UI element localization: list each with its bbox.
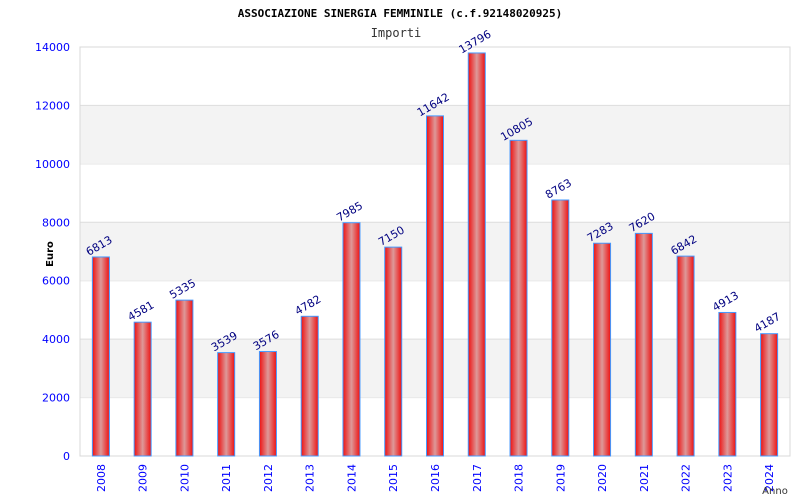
bar	[676, 255, 695, 457]
x-tick-label: 2024	[763, 464, 776, 492]
y-tick-label: 4000	[42, 333, 70, 346]
y-tick-label: 6000	[42, 275, 70, 288]
x-tick-label: 2019	[554, 464, 567, 492]
bar	[175, 299, 194, 457]
data-label: 4913	[710, 289, 741, 314]
data-label: 8763	[543, 176, 574, 201]
x-axis-label: Anno	[762, 486, 788, 497]
x-tick-label: 2010	[178, 464, 191, 492]
x-tick-label: 2022	[680, 464, 693, 492]
bar	[718, 311, 737, 457]
data-label: 4782	[293, 293, 324, 318]
bar	[300, 315, 319, 457]
bar	[551, 199, 570, 457]
x-tick-label: 2011	[220, 464, 233, 492]
bar	[342, 222, 361, 457]
y-tick-label: 2000	[42, 392, 70, 405]
y-tick-label: 12000	[35, 99, 70, 112]
y-axis-label: Euro	[45, 241, 56, 267]
x-tick-label: 2021	[638, 464, 651, 492]
bar	[133, 321, 152, 457]
bar	[593, 242, 612, 457]
x-tick-label: 2012	[262, 464, 275, 492]
bar	[467, 52, 486, 457]
x-tick-label: 2008	[95, 464, 108, 492]
bar	[634, 232, 653, 457]
x-tick-label: 2013	[304, 464, 317, 492]
x-tick-label: 2020	[596, 464, 609, 492]
data-label: 4187	[752, 310, 783, 335]
bar	[91, 256, 110, 457]
x-axis-ticks: 2008 2009 2010 2011 2012 2013 2014 2015 2016 2017…	[95, 464, 776, 492]
bar	[384, 246, 403, 457]
x-tick-label: 2014	[345, 464, 358, 492]
y-tick-label: 0	[63, 450, 70, 463]
data-label: 4581	[126, 299, 157, 324]
y-tick-label: 8000	[42, 216, 70, 229]
y-tick-label: 10000	[35, 158, 70, 171]
data-label: 13796	[457, 28, 494, 57]
chart-subtitle: Importi	[371, 26, 422, 40]
y-tick-label: 14000	[35, 41, 70, 54]
bar	[509, 139, 528, 457]
chart-title: ASSOCIAZIONE SINERGIA FEMMINILE (c.f.921…	[238, 7, 563, 20]
data-label: 7985	[334, 199, 365, 224]
x-tick-label: 2023	[721, 464, 734, 492]
y-axis-ticks: 0 2000 4000 6000 8000 10000 12000 14000	[35, 41, 70, 463]
x-tick-label: 2018	[513, 464, 526, 492]
x-tick-label: 2009	[137, 464, 150, 492]
bar	[426, 115, 444, 457]
x-tick-label: 2015	[387, 464, 400, 492]
bar	[217, 352, 236, 457]
bar	[258, 351, 277, 457]
x-tick-label: 2017	[471, 464, 484, 492]
bar	[760, 333, 779, 457]
x-tick-label: 2016	[429, 464, 442, 492]
